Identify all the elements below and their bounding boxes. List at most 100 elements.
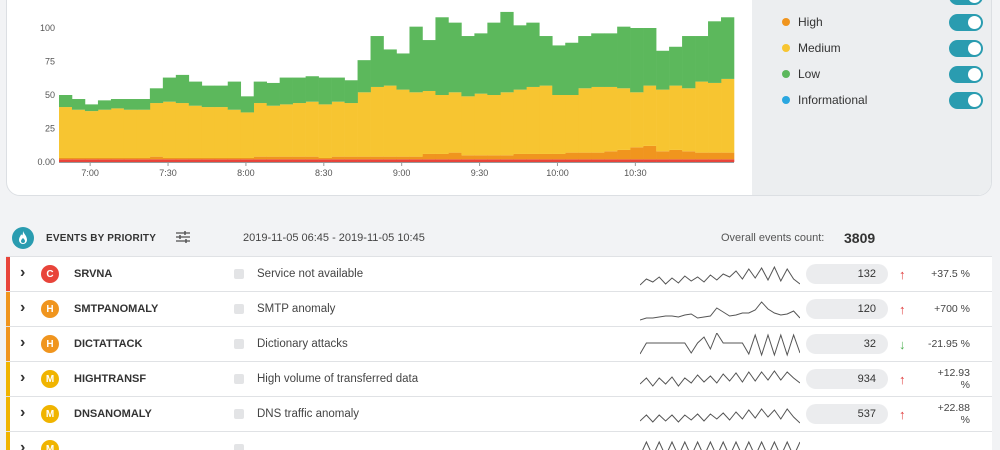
area-segment-low: [552, 45, 566, 95]
area-segment-medium: [84, 111, 99, 158]
area-segment-medium: [656, 89, 670, 152]
event-checkbox[interactable]: [234, 269, 244, 279]
area-segment-critical: [370, 159, 384, 162]
event-description: High volume of transferred data: [257, 373, 419, 385]
toggle-medium[interactable]: [949, 40, 983, 57]
priority-stripe: [6, 327, 10, 361]
area-segment-critical: [318, 159, 332, 162]
area-segment-medium: [565, 95, 579, 153]
x-tick-label: 7:00: [81, 168, 99, 178]
area-segment-medium: [59, 107, 73, 158]
area-segment-low: [201, 85, 216, 108]
area-segment-low: [396, 53, 410, 90]
area-segment-critical: [708, 159, 722, 162]
area-segment-low: [227, 81, 242, 110]
sparkline-path: [640, 333, 800, 357]
area-segment-critical: [253, 159, 267, 162]
event-row[interactable]: › H SMTPANOMALY SMTP anomaly 120 ↑ +700 %: [6, 291, 992, 326]
toggle-critical[interactable]: [949, 0, 983, 5]
area-segment-high: [305, 156, 319, 160]
event-checkbox[interactable]: [234, 444, 244, 450]
expand-chevron-icon[interactable]: ›: [20, 264, 26, 281]
area-segment-critical: [357, 159, 371, 162]
area-segment-low: [253, 81, 267, 104]
area-segment-high: [396, 156, 410, 160]
area-segment-critical: [695, 159, 709, 162]
area-segment-high: [383, 156, 397, 160]
area-segment-critical: [201, 159, 216, 162]
area-segment-low: [110, 99, 125, 109]
area-segment-critical: [591, 159, 605, 162]
area-segment-medium: [149, 103, 164, 157]
area-segment-critical: [59, 159, 73, 162]
trend-percent: +22.88 %: [937, 402, 970, 426]
area-segment-critical: [175, 159, 190, 162]
event-description: Service not available: [257, 268, 364, 280]
area-segment-high: [149, 156, 164, 160]
area-segment-high: [591, 152, 605, 160]
priority-badge: C: [41, 265, 59, 283]
event-row[interactable]: › M: [6, 431, 992, 450]
event-row[interactable]: › H DICTATTACK Dictionary attacks 32 ↓ -21.95 …: [6, 326, 992, 361]
legend-dot-icon: [782, 18, 790, 26]
area-segment-critical: [721, 159, 735, 162]
area-segment-critical: [266, 159, 280, 162]
toggle-low[interactable]: [949, 66, 983, 83]
filter-settings-icon[interactable]: [176, 230, 191, 246]
area-segment-critical: [214, 159, 229, 162]
legend-label: Informational: [798, 93, 868, 107]
event-checkbox[interactable]: [234, 374, 244, 384]
area-segment-low: [136, 99, 151, 110]
area-segment-medium: [214, 107, 229, 158]
expand-chevron-icon[interactable]: ›: [20, 439, 26, 450]
area-segment-critical: [526, 159, 540, 162]
event-description: DNS traffic anomaly: [257, 408, 360, 420]
event-checkbox[interactable]: [234, 304, 244, 314]
expand-chevron-icon[interactable]: ›: [20, 334, 26, 351]
area-segment-critical: [331, 159, 345, 162]
area-segment-low: [617, 26, 631, 89]
x-tick-label: 9:30: [471, 168, 489, 178]
area-segment-critical: [136, 159, 151, 162]
area-segment-critical: [344, 159, 358, 162]
event-row[interactable]: › M HIGHTRANSF High volume of transferred d…: [6, 361, 992, 396]
toggle-informational[interactable]: [949, 92, 983, 109]
y-tick-label: 25: [45, 124, 55, 134]
area-segment-high: [565, 152, 579, 160]
area-segment-critical: [500, 159, 514, 162]
area-segment-critical: [474, 159, 488, 162]
toggle-high[interactable]: [949, 14, 983, 31]
area-segment-medium: [669, 85, 683, 150]
area-segment-low: [331, 77, 345, 102]
area-segment-medium: [396, 89, 410, 157]
area-segment-low: [175, 74, 190, 104]
area-segment-low: [656, 50, 670, 90]
area-segment-high: [370, 156, 384, 160]
overall-count: 3809: [844, 230, 876, 246]
area-segment-high: [539, 153, 553, 160]
expand-chevron-icon[interactable]: ›: [20, 404, 26, 421]
expand-chevron-icon[interactable]: ›: [20, 369, 26, 386]
area-segment-medium: [695, 81, 709, 153]
event-row[interactable]: › C SRVNA Service not available 132 ↑ +37.5 %: [6, 256, 992, 291]
area-segment-critical: [578, 159, 592, 162]
area-segment-low: [266, 82, 280, 106]
priority-badge: M: [41, 405, 59, 423]
area-segment-medium: [539, 85, 553, 154]
area-segment-medium: [110, 108, 125, 158]
area-segment-medium: [279, 104, 293, 157]
area-segment-high: [708, 152, 722, 160]
area-segment-low: [474, 33, 488, 94]
event-sparkline: [640, 370, 800, 387]
event-row[interactable]: › M DNSANOMALY DNS traffic anomaly 537 ↑ +22.8…: [6, 396, 992, 431]
area-segment-medium: [253, 103, 267, 157]
event-checkbox[interactable]: [234, 339, 244, 349]
area-segment-critical: [123, 159, 138, 162]
event-checkbox[interactable]: [234, 409, 244, 419]
expand-chevron-icon[interactable]: ›: [20, 299, 26, 316]
events-list: › C SRVNA Service not available 132 ↑ +37.5 % ›…: [6, 256, 992, 450]
area-segment-medium: [266, 105, 280, 157]
x-tick-label: 9:00: [393, 168, 411, 178]
legend-item-medium: Medium: [782, 39, 841, 57]
area-segment-high: [84, 157, 99, 160]
